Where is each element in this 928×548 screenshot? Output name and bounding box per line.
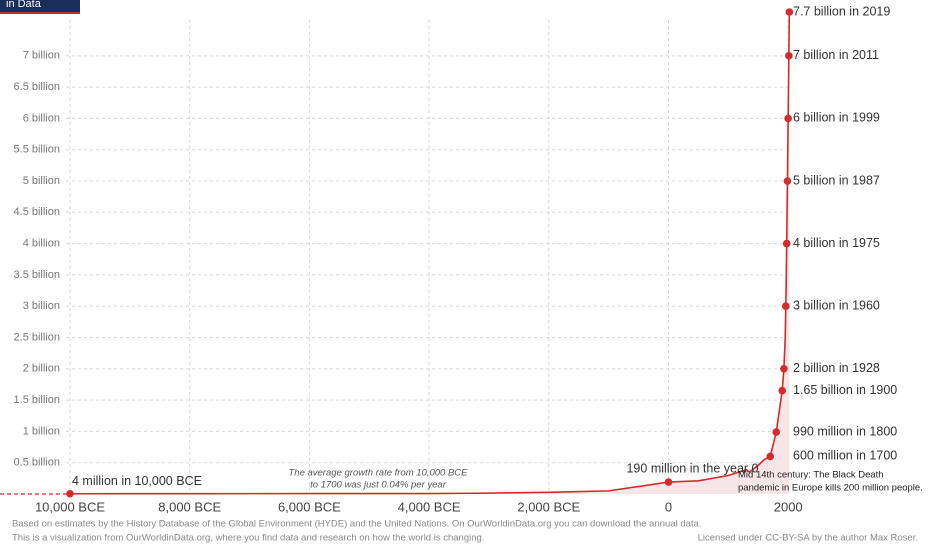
x-tick-label: 2,000 BCE	[517, 499, 580, 514]
logo-box	[0, 0, 80, 12]
footer-text: Based on estimates by the History Databa…	[12, 519, 701, 530]
plot	[66, 8, 794, 498]
y-tick-label: 3 billion	[23, 300, 60, 312]
point	[766, 452, 775, 461]
point-label: 6 billion in 1999	[793, 111, 880, 125]
y-tick-label: 7 billion	[23, 50, 60, 62]
y-tick-label: 3.5 billion	[14, 269, 60, 281]
y-tick-label: 2.5 billion	[14, 331, 60, 343]
point	[785, 52, 793, 60]
y-tick-label: 5.5 billion	[14, 144, 60, 156]
black-death-note: pandemic in Europe kills 200 million peo…	[738, 483, 923, 494]
x-tick-label: 2000	[774, 499, 803, 514]
point-label: 4 billion in 1975	[793, 236, 880, 250]
growth-note: to 1700 was just 0.04% per year	[310, 480, 447, 491]
point-label: 4 million in 10,000 BCE	[72, 474, 202, 488]
x-tick-label: 4,000 BCE	[398, 499, 461, 514]
y-tick-label: 6 billion	[23, 112, 60, 124]
logo-text: in Data	[6, 0, 42, 10]
y-tick-label: 4 billion	[23, 238, 60, 250]
line	[69, 11, 791, 495]
footer-text: This is a visualization from OurWorldinD…	[12, 533, 484, 544]
y-tick-label: 6.5 billion	[14, 81, 60, 93]
point	[664, 478, 673, 486]
point	[785, 8, 794, 16]
point	[66, 489, 74, 498]
black-death-note: Mid 14th century: The Black Death	[738, 470, 884, 481]
y-tick-label: 1.5 billion	[14, 394, 60, 406]
point	[784, 114, 792, 123]
point-label: 7 billion in 2011	[793, 48, 879, 62]
point	[772, 428, 781, 436]
point	[782, 302, 790, 311]
point-label: 3 billion in 1960	[793, 299, 880, 313]
labels: 0.5 billion 1 billion 1.5 billion 2 billion…	[12, 4, 923, 543]
license-text: Licensed under CC-BY-SA by the author Ma…	[698, 533, 918, 544]
x-tick-label: 8,000 BCE	[158, 499, 221, 514]
point	[780, 365, 788, 373]
grid	[66, 20, 790, 494]
x-tick-label: 10,000 BCE	[35, 499, 105, 514]
y-tick-label: 0.5 billion	[14, 457, 60, 469]
x-tick-label: 0	[665, 499, 672, 514]
point	[778, 386, 787, 395]
y-tick-label: 5 billion	[23, 175, 60, 187]
y-tick-label: 4.5 billion	[14, 206, 60, 218]
x-tick-label: 6,000 BCE	[278, 499, 341, 514]
point	[783, 177, 792, 185]
point-label: 190 million in the year 0	[626, 461, 758, 475]
area	[70, 12, 790, 494]
point	[782, 239, 791, 248]
growth-note: The average growth rate from 10,000 BCE	[288, 468, 468, 479]
point-label: 5 billion in 1987	[793, 173, 880, 187]
y-tick-label: 1 billion	[23, 425, 60, 437]
y-tick-label: 2 billion	[23, 363, 60, 375]
point-label: 7.7 billion in 2019	[793, 4, 890, 18]
point-label: 990 million in 1800	[793, 424, 897, 438]
point-label: 2 billion in 1928	[793, 361, 880, 375]
point-label: 1.65 billion in 1900	[793, 383, 897, 397]
point-label: 600 million in 1700	[793, 449, 897, 463]
logo-underline	[0, 12, 80, 14]
